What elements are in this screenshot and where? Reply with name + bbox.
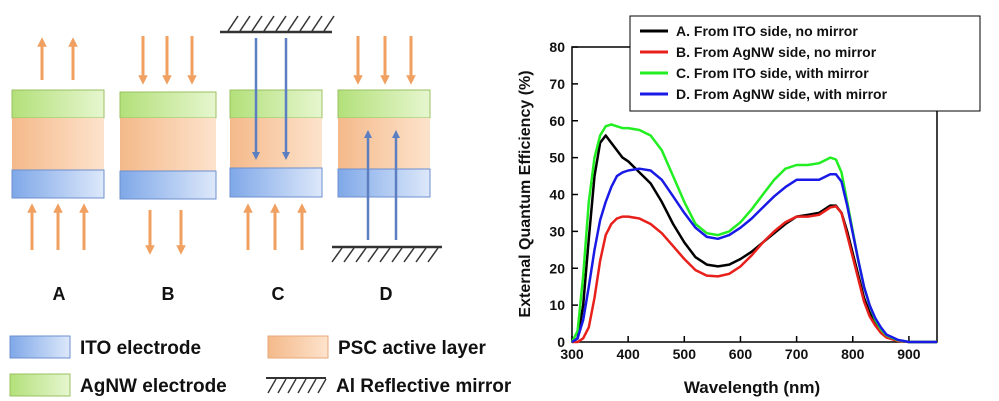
eqe-chart: 300 400 500 600 700 800 900 01020304050607080 … xyxy=(517,15,981,397)
legend-label: D. From AgNW side, with mirror xyxy=(676,86,888,102)
y-tick-label: 0 xyxy=(557,334,565,350)
panel-b: B xyxy=(119,36,217,304)
x-tick-label: 600 xyxy=(729,346,753,362)
series-line-a xyxy=(571,134,937,344)
mirror-legend-icon xyxy=(266,377,327,394)
legend-ito-label: ITO electrode xyxy=(80,338,201,359)
panel-c: C xyxy=(220,15,335,304)
ito-layer xyxy=(11,169,105,199)
x-tick-label: 300 xyxy=(560,346,584,362)
panel-label: D xyxy=(380,284,393,304)
psc-layer xyxy=(12,118,104,170)
panel-d: D xyxy=(331,36,442,304)
x-tick-label: 500 xyxy=(673,346,697,362)
ito-layer xyxy=(337,168,431,198)
ito-swatch xyxy=(9,335,71,359)
y-tick-label: 60 xyxy=(549,113,565,129)
legend-label: C. From ITO side, with mirror xyxy=(676,65,869,81)
x-axis-ticks: 300 400 500 600 700 800 900 xyxy=(560,336,921,362)
panel-label: B xyxy=(162,284,175,304)
legend-mirror-label: Al Reflective mirror xyxy=(336,376,512,397)
x-tick-label: 400 xyxy=(616,346,640,362)
y-axis-label: External Quantum Efficiency (%) xyxy=(517,70,534,317)
psc-layer xyxy=(120,118,216,171)
legend-psc-label: PSC active layer xyxy=(338,338,486,359)
y-tick-label: 80 xyxy=(549,39,565,55)
series-layer xyxy=(570,123,937,344)
y-tick-label: 30 xyxy=(549,223,565,239)
legend-label: A. From ITO side, no mirror xyxy=(676,23,858,39)
agnw-swatch xyxy=(9,373,71,397)
al-mirror-top xyxy=(220,15,335,34)
y-tick-label: 50 xyxy=(549,150,565,166)
panel-a: A xyxy=(11,37,105,304)
series-line-c xyxy=(570,123,937,344)
legend-agnw-label: AgNW electrode xyxy=(80,376,227,397)
device-diagram: A B xyxy=(9,15,512,397)
legend-box xyxy=(629,15,981,112)
x-tick-label: 700 xyxy=(785,346,809,362)
y-tick-label: 10 xyxy=(549,297,565,313)
psc-layer xyxy=(338,118,430,169)
y-axis-ticks: 0 10 20 30 40 50 60 70 80 xyxy=(549,39,578,350)
x-axis-label: Wavelength (nm) xyxy=(684,378,820,397)
series-line-b xyxy=(572,205,937,344)
agnw-layer xyxy=(337,89,431,119)
ito-layer xyxy=(119,170,217,200)
y-tick-label: 20 xyxy=(549,260,565,276)
series-line-d xyxy=(571,167,937,344)
ito-layer xyxy=(229,167,323,198)
diagram-legend: ITO electrode PSC active layer AgNW elec… xyxy=(9,335,512,397)
agnw-layer xyxy=(119,91,217,119)
panel-label: C xyxy=(272,284,285,304)
chart-legend: A. From ITO side, no mirror B. From AgNW … xyxy=(629,15,981,112)
psc-swatch xyxy=(267,335,329,359)
legend-label: B. From AgNW side, no mirror xyxy=(676,44,877,60)
x-tick-label: 800 xyxy=(841,346,865,362)
agnw-layer xyxy=(229,89,323,119)
al-mirror-bottom xyxy=(331,245,442,263)
panel-label: A xyxy=(53,284,66,304)
y-tick-label: 40 xyxy=(549,187,565,203)
legend-items: A. From ITO side, no mirror B. From AgNW … xyxy=(640,23,888,102)
x-tick-label: 900 xyxy=(897,346,921,362)
agnw-layer xyxy=(11,89,105,119)
y-tick-label: 70 xyxy=(549,76,565,92)
psc-layer xyxy=(230,118,322,168)
